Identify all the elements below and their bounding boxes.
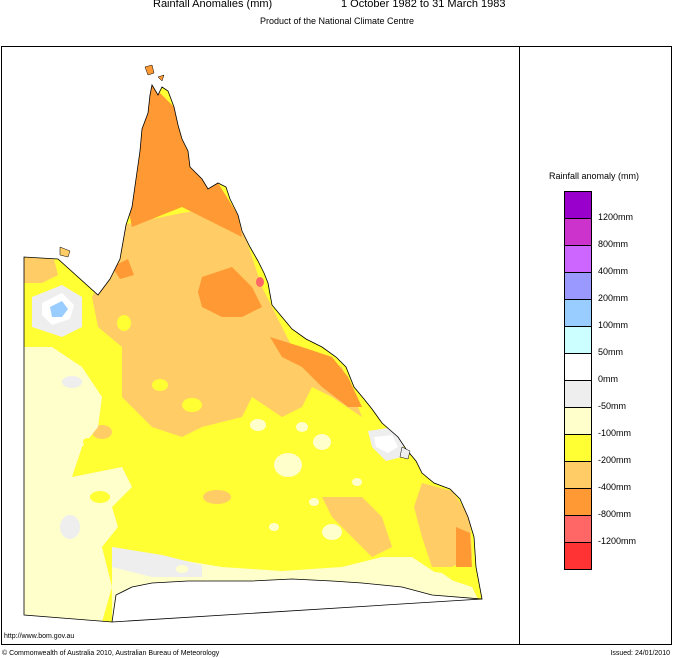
map-period: 1 October 1982 to 31 March 1983 [341, 0, 506, 10]
legend-swatch [564, 380, 592, 408]
legend-label: -50mm [598, 401, 627, 411]
legend-label: 50mm [598, 347, 624, 357]
footer-url[interactable]: http://www.bom.gov.au [4, 633, 75, 640]
footer-issued: Issued: 24/01/2010 [610, 650, 670, 657]
legend-label: 1200mm [598, 212, 634, 222]
legend-swatch [564, 488, 592, 516]
map-subtitle: Product of the National Climate Centre [259, 16, 415, 26]
legend-title: Rainfall anomaly (mm) [549, 171, 640, 181]
legend-swatch [564, 272, 592, 300]
legend-label: 0mm [598, 374, 618, 384]
island-north [144, 64, 155, 76]
legend-swatch [564, 407, 592, 435]
legend-label: -800mm [598, 509, 632, 519]
southern-border [111, 598, 483, 623]
legend-label: -1200mm [598, 536, 637, 546]
legend-swatch [564, 434, 592, 462]
legend-label: -200mm [598, 455, 632, 465]
map-title: Rainfall Anomalies (mm) [153, 0, 273, 10]
legend-color-bar [564, 191, 592, 570]
legend-swatch [564, 326, 592, 354]
queensland-map [23, 64, 483, 623]
queensland-outline [23, 83, 483, 623]
legend-label: 100mm [598, 320, 629, 330]
zone-minus400-800-coast [270, 337, 362, 407]
zone-minus400-800-northeast [198, 267, 262, 317]
legend-swatch [564, 218, 592, 246]
zone-minus400-800-southeast [456, 527, 472, 567]
footer-copyright: © Commonwealth of Australia 2010, Austra… [2, 650, 220, 657]
legend-swatch [564, 245, 592, 273]
legend-label: 400mm [598, 266, 629, 276]
zone-minus400-800-west [112, 259, 134, 279]
legend-swatch [564, 191, 592, 219]
legend-swatch [564, 542, 592, 570]
title-line: Rainfall Anomalies (mm) 1 October 1982 t… [0, 0, 674, 14]
panel-divider [519, 46, 520, 645]
zone-minus400-800-cape [126, 85, 242, 237]
legend-swatch [564, 461, 592, 489]
legend-label: 200mm [598, 293, 629, 303]
legend-swatch [564, 299, 592, 327]
zone-minus800-spot [256, 277, 264, 287]
legend-label: -100mm [598, 428, 632, 438]
legend-swatch [564, 353, 592, 381]
legend-swatch [564, 515, 592, 543]
legend-label: 800mm [598, 239, 629, 249]
map-frame [1, 46, 672, 645]
map-area [2, 47, 519, 644]
legend-label: -400mm [598, 482, 632, 492]
zone-minus50-100-west [24, 347, 132, 622]
